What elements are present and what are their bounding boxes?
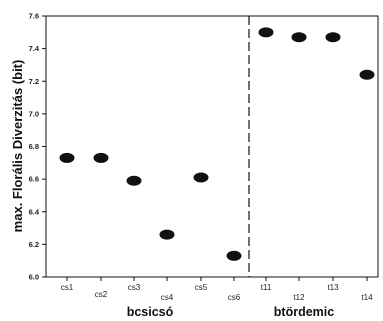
y-axis: 6.0 6.2 6.4 6.6 6.8 7.0 7.2 7.4 7.6 xyxy=(29,12,46,282)
data-point-cs2 xyxy=(93,152,109,163)
data-point-cs4 xyxy=(159,229,175,240)
x-tick-label: cs6 xyxy=(228,293,241,302)
y-tick-label: 6.0 xyxy=(29,273,39,282)
plot-frame xyxy=(45,15,379,278)
x-tick-label: cs5 xyxy=(195,283,208,292)
data-point-cs1 xyxy=(59,152,75,163)
data-point-cs6 xyxy=(226,250,242,261)
x-tick-label: cs1 xyxy=(61,283,74,292)
y-tick-label: 7.6 xyxy=(29,12,39,21)
data-point-t12 xyxy=(291,32,307,43)
y-tick-label: 6.4 xyxy=(29,207,40,216)
y-tick-label: 7.0 xyxy=(29,109,39,118)
y-tick-label: 6.2 xyxy=(29,240,39,249)
x-tick-label: cs3 xyxy=(128,283,141,292)
group-labels: bcsicsó btördemic xyxy=(127,305,335,319)
group-label: btördemic xyxy=(274,305,334,319)
y-axis-label: max. Florális Diverzitás (bit) xyxy=(10,60,25,233)
x-tick-label: t14 xyxy=(361,293,373,302)
data-point-t13 xyxy=(325,32,341,43)
data-point-t11 xyxy=(258,27,274,38)
x-tick-label: cs4 xyxy=(161,293,174,302)
group-label: bcsicsó xyxy=(127,305,174,319)
y-tick-label: 6.6 xyxy=(29,175,39,184)
data-point-cs5 xyxy=(193,172,209,183)
data-point-cs3 xyxy=(126,175,142,186)
x-tick-label: t11 xyxy=(261,283,272,292)
y-tick-label: 7.4 xyxy=(29,44,40,53)
x-tick-label: t12 xyxy=(293,293,305,302)
x-tick-label: t13 xyxy=(327,283,339,292)
y-tick-label: 7.2 xyxy=(29,77,39,86)
data-points xyxy=(59,27,375,261)
y-tick-label: 6.8 xyxy=(29,142,39,151)
data-point-t14 xyxy=(359,69,375,80)
x-axis: cs1 cs2 cs3 cs4 cs5 cs6 t11 t12 t13 t14 xyxy=(61,277,373,302)
x-tick-label: cs2 xyxy=(95,290,108,299)
